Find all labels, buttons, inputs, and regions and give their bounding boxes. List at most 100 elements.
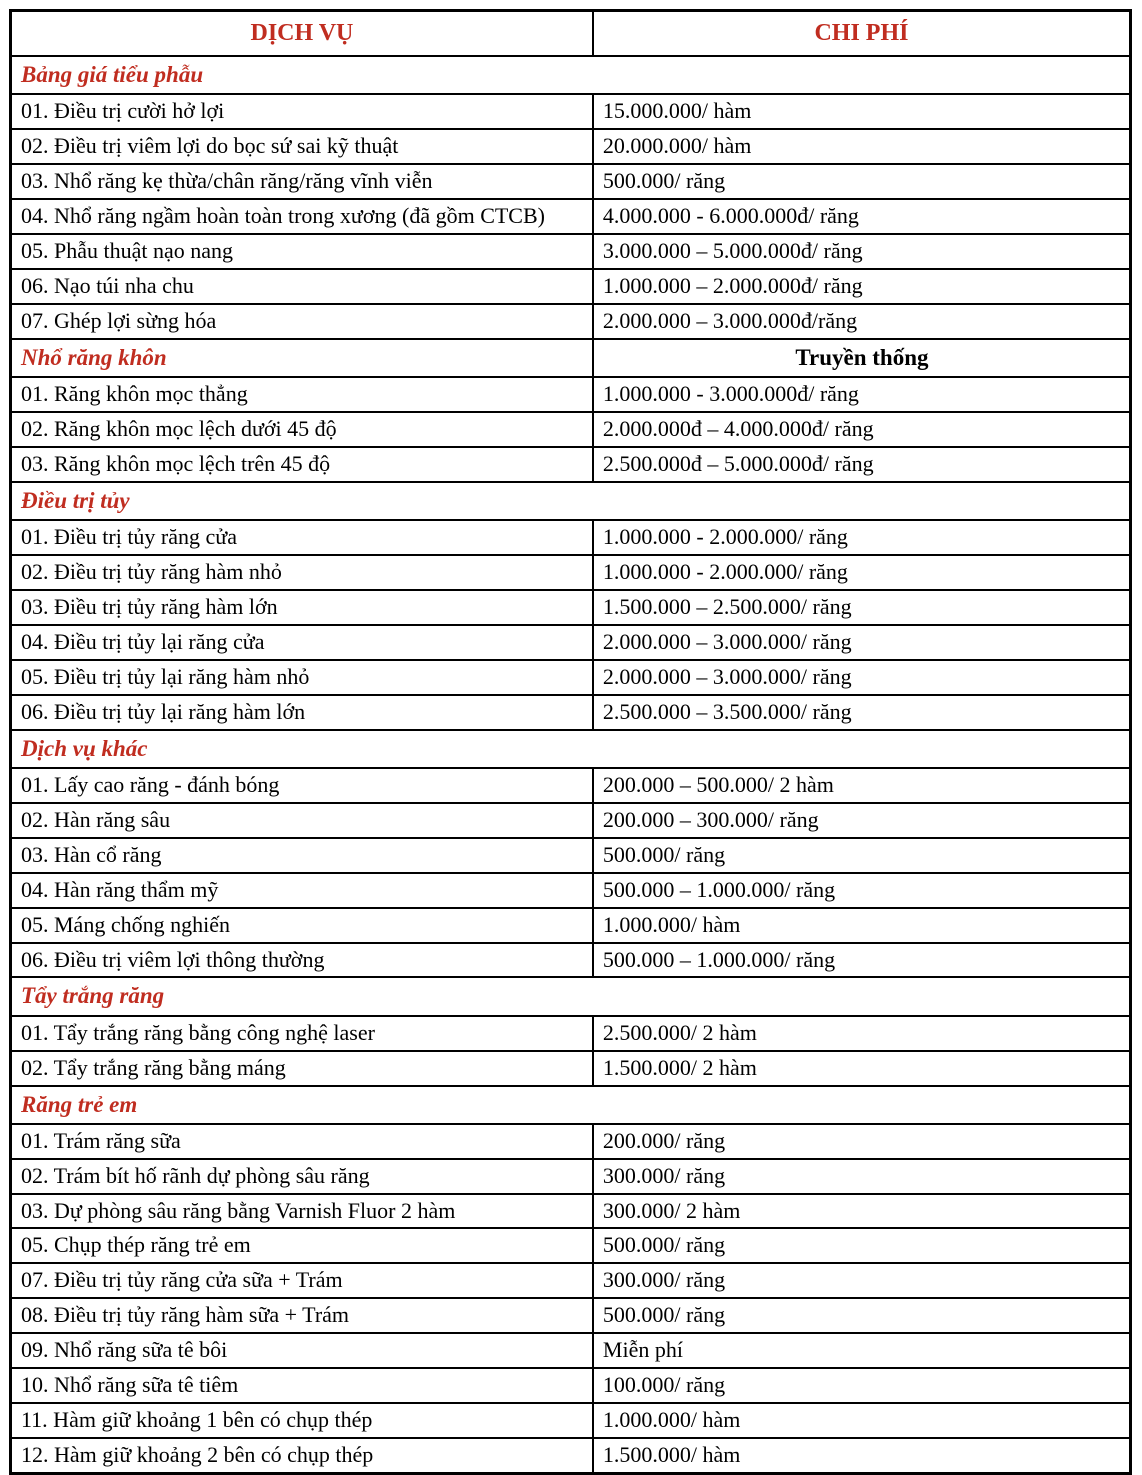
service-row: 04. Hàn răng thẩm mỹ 500.000 – 1.000.000/…	[9, 871, 1132, 909]
service-row: 01. Trám răng sữa 200.000/ răng	[9, 1122, 1132, 1160]
service-row: 05. Điều trị tủy lại răng hàm nhỏ 2.000.0…	[9, 658, 1132, 696]
price-table-header: DỊCH VỤ CHI PHÍ	[9, 9, 1132, 57]
service-name: 05. Máng chống nghiến	[9, 906, 594, 944]
section-title: Tẩy trắng răng	[9, 976, 1132, 1017]
service-row: 05. Chụp thép răng trẻ em 500.000/ răng	[9, 1227, 1132, 1265]
service-row: 01. Điều trị tủy răng cửa 1.000.000 - 2.0…	[9, 518, 1132, 556]
section-header-row: Dịch vụ khác	[9, 728, 1132, 769]
service-row: 03. Điều trị tủy răng hàm lớn 1.500.000 –…	[9, 588, 1132, 626]
service-name: 07. Điều trị tủy răng cửa sữa + Trám	[9, 1262, 594, 1300]
service-row: 09. Nhổ răng sữa tê bôi Miễn phí	[9, 1332, 1132, 1370]
service-cost: 1.500.000 – 2.500.000/ răng	[591, 588, 1132, 626]
service-cost: 1.000.000/ hàm	[591, 1402, 1132, 1440]
service-row: 06. Nạo túi nha chu 1.000.000 – 2.000.000…	[9, 267, 1132, 305]
dental-price-table: DỊCH VỤ CHI PHÍ Bảng giá tiểu phẫu 01. Đi…	[9, 9, 1132, 1475]
service-name: 05. Điều trị tủy lại răng hàm nhỏ	[9, 658, 594, 696]
service-cost: 1.500.000/ 2 hàm	[591, 1049, 1132, 1087]
service-column-header: DỊCH VỤ	[9, 9, 594, 57]
service-name: 03. Nhổ răng kẹ thừa/chân răng/răng vĩnh…	[9, 163, 594, 200]
service-name: 03. Hàn cổ răng	[9, 836, 594, 874]
service-row: 01. Tẩy trắng răng bằng công nghệ laser 2…	[9, 1014, 1132, 1052]
service-cost: 1.000.000/ hàm	[591, 906, 1132, 944]
service-cost: 500.000/ răng	[591, 1297, 1132, 1335]
service-name: 12. Hàm giữ khoảng 2 bên có chụp thép	[9, 1437, 594, 1475]
service-cost: 300.000/ 2 hàm	[591, 1192, 1132, 1230]
service-row: 05. Máng chống nghiến 1.000.000/ hàm	[9, 906, 1132, 944]
service-cost: Miễn phí	[591, 1332, 1132, 1370]
service-cost: 500.000/ răng	[591, 836, 1132, 874]
service-name: 02. Hàn răng sâu	[9, 801, 594, 839]
section-header-row: Điều trị tủy	[9, 480, 1132, 521]
service-row: 02. Hàn răng sâu 200.000 – 300.000/ răng	[9, 801, 1132, 839]
service-cost: 1.000.000 - 2.000.000/ răng	[591, 518, 1132, 556]
service-name: 02. Tẩy trắng răng bằng máng	[9, 1049, 594, 1087]
service-row: 07. Điều trị tủy răng cửa sữa + Trám 300.…	[9, 1262, 1132, 1300]
service-row: 02. Tẩy trắng răng bằng máng 1.500.000/ 2…	[9, 1049, 1132, 1087]
header-row: DỊCH VỤ CHI PHÍ	[9, 9, 1132, 57]
section-title: Dịch vụ khác	[9, 728, 1132, 769]
service-cost: 1.500.000/ hàm	[591, 1437, 1132, 1475]
service-name: 01. Tẩy trắng răng bằng công nghệ laser	[9, 1014, 594, 1052]
service-name: 03. Răng khôn mọc lệch trên 45 độ	[9, 445, 594, 483]
service-cost: 200.000/ răng	[591, 1122, 1132, 1160]
service-cost: 4.000.000 - 6.000.000đ/ răng	[591, 197, 1132, 235]
service-row: 06. Điều trị viêm lợi thông thường 500.00…	[9, 941, 1132, 979]
service-cost: 300.000/ răng	[591, 1157, 1132, 1195]
service-row: 12. Hàm giữ khoảng 2 bên có chụp thép 1.5…	[9, 1437, 1132, 1475]
service-cost: 500.000 – 1.000.000/ răng	[591, 871, 1132, 909]
service-row: 01. Điều trị cười hở lợi 15.000.000/ hàm	[9, 93, 1132, 131]
section-header-row: Nhổ răng khôn Truyền thống	[9, 337, 1132, 378]
service-cost: 200.000 – 500.000/ 2 hàm	[591, 766, 1132, 804]
price-table-body: Bảng giá tiểu phẫu 01. Điều trị cười hở l…	[9, 54, 1132, 1475]
service-cost: 300.000/ răng	[591, 1262, 1132, 1300]
service-name: 11. Hàm giữ khoảng 1 bên có chụp thép	[9, 1402, 594, 1440]
service-row: 01. Răng khôn mọc thẳng 1.000.000 - 3.000…	[9, 375, 1132, 413]
service-name: 04. Hàn răng thẩm mỹ	[9, 871, 594, 909]
service-row: 03. Dự phòng sâu răng bằng Varnish Fluor…	[9, 1192, 1132, 1230]
section-header-row: Tẩy trắng răng	[9, 976, 1132, 1017]
service-row: 07. Ghép lợi sừng hóa 2.000.000 – 3.000.0…	[9, 302, 1132, 340]
service-name: 02. Điều trị viêm lợi do bọc sứ sai kỹ t…	[9, 128, 594, 166]
service-name: 06. Điều trị viêm lợi thông thường	[9, 941, 594, 979]
service-name: 09. Nhổ răng sữa tê bôi	[9, 1332, 594, 1370]
service-cost: 2.500.000đ – 5.000.000đ/ răng	[591, 445, 1132, 483]
section-title: Nhổ răng khôn	[9, 337, 594, 378]
service-name: 06. Nạo túi nha chu	[9, 267, 594, 305]
service-name: 03. Dự phòng sâu răng bằng Varnish Fluor…	[9, 1192, 594, 1230]
service-name: 06. Điều trị tủy lại răng hàm lớn	[9, 693, 594, 731]
section-header-row: Răng trẻ em	[9, 1084, 1132, 1125]
service-cost: 2.000.000đ – 4.000.000đ/ răng	[591, 410, 1132, 448]
service-row: 05. Phẫu thuật nạo nang 3.000.000 – 5.000…	[9, 232, 1132, 270]
service-row: 11. Hàm giữ khoảng 1 bên có chụp thép 1.0…	[9, 1402, 1132, 1440]
service-cost: 500.000 – 1.000.000/ răng	[591, 941, 1132, 979]
service-cost: 2.000.000 – 3.000.000/ răng	[591, 623, 1132, 661]
service-row: 02. Răng khôn mọc lệch dưới 45 độ 2.000.0…	[9, 410, 1132, 448]
service-cost: 20.000.000/ hàm	[591, 128, 1132, 166]
service-cost: 500.000/ răng	[591, 1227, 1132, 1265]
service-name: 04. Điều trị tủy lại răng cửa	[9, 623, 594, 661]
service-row: 03. Răng khôn mọc lệch trên 45 độ 2.500.0…	[9, 445, 1132, 483]
service-name: 01. Răng khôn mọc thẳng	[9, 375, 594, 413]
service-name: 07. Ghép lợi sừng hóa	[9, 302, 594, 340]
service-name: 02. Điều trị tủy răng hàm nhỏ	[9, 553, 594, 591]
service-cost: 2.000.000 – 3.000.000/ răng	[591, 658, 1132, 696]
service-row: 03. Nhổ răng kẹ thừa/chân răng/răng vĩnh…	[9, 163, 1132, 200]
service-cost: 3.000.000 – 5.000.000đ/ răng	[591, 232, 1132, 270]
service-row: 08. Điều trị tủy răng hàm sữa + Trám 500.…	[9, 1297, 1132, 1335]
service-row: 02. Trám bít hố rãnh dự phòng sâu răng 30…	[9, 1157, 1132, 1195]
service-name: 01. Trám răng sữa	[9, 1122, 594, 1160]
service-cost: 2.500.000/ 2 hàm	[591, 1014, 1132, 1052]
service-name: 04. Nhổ răng ngầm hoàn toàn trong xương …	[9, 197, 594, 235]
service-name: 03. Điều trị tủy răng hàm lớn	[9, 588, 594, 626]
service-row: 02. Điều trị viêm lợi do bọc sứ sai kỹ t…	[9, 128, 1132, 166]
service-row: 10. Nhổ răng sữa tê tiêm 100.000/ răng	[9, 1367, 1132, 1405]
section-title: Điều trị tủy	[9, 480, 1132, 521]
service-name: 02. Trám bít hố rãnh dự phòng sâu răng	[9, 1157, 594, 1195]
service-cost: 2.000.000 – 3.000.000đ/răng	[591, 302, 1132, 340]
service-row: 04. Nhổ răng ngầm hoàn toàn trong xương …	[9, 197, 1132, 235]
service-name: 05. Phẫu thuật nạo nang	[9, 232, 594, 270]
service-name: 10. Nhổ răng sữa tê tiêm	[9, 1367, 594, 1405]
service-cost: 500.000/ răng	[591, 163, 1132, 200]
section-header-row: Bảng giá tiểu phẫu	[9, 54, 1132, 96]
service-cost: 200.000 – 300.000/ răng	[591, 801, 1132, 839]
